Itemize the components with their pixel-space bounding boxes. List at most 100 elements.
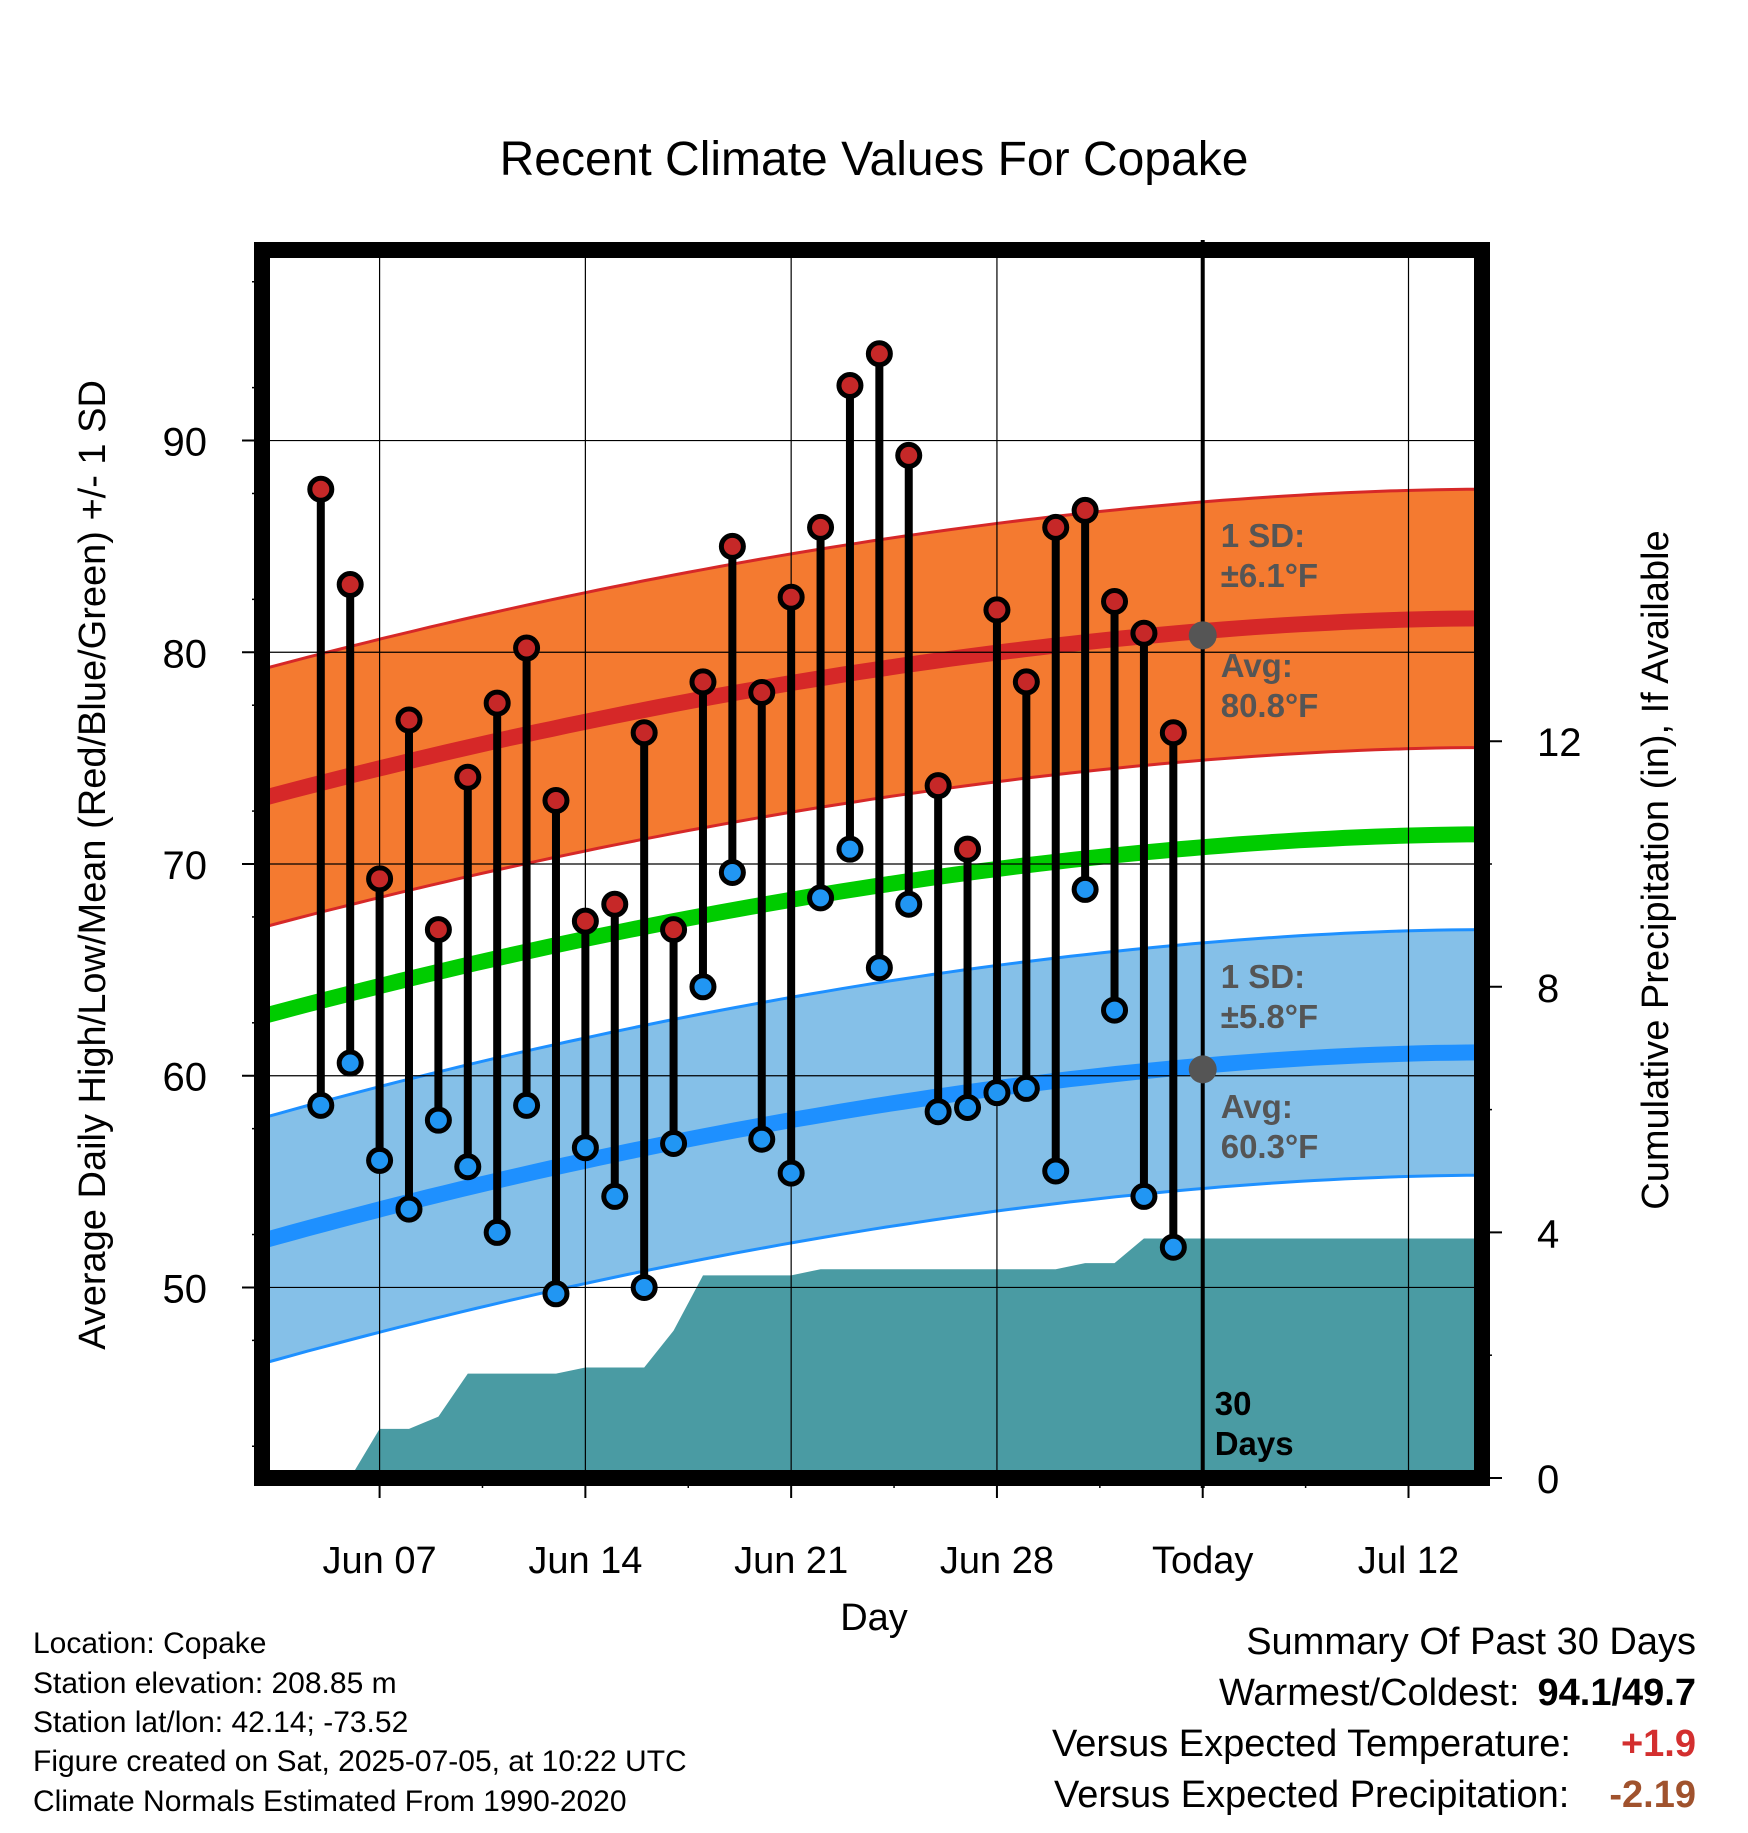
today-high-marker	[1188, 621, 1217, 650]
low-temp-point	[1012, 1074, 1040, 1102]
y2-tick-label: 12	[1537, 721, 1582, 765]
footer-created: Figure created on Sat, 2025-07-05, at 10…	[33, 1745, 687, 1778]
chart-title: Recent Climate Values For Copake	[500, 133, 1249, 186]
high-temp-point	[954, 835, 982, 863]
high-sd-label-line-0: 1 SD:	[1221, 517, 1305, 554]
low-temp-point	[542, 1280, 570, 1308]
high-temp-point	[1012, 668, 1040, 696]
today-low-marker	[1188, 1055, 1217, 1084]
high-temp-point	[777, 583, 805, 611]
low-temp-point	[689, 973, 717, 1001]
y-tick-label: 90	[163, 421, 208, 465]
x-tick-label: Jun 28	[940, 1540, 1054, 1582]
low-temp-point	[454, 1153, 482, 1181]
x-tick-label: Jun 21	[734, 1540, 848, 1582]
high-temp-point	[307, 475, 335, 503]
summary-temp: Versus Expected Temperature: +1.9	[1052, 1723, 1696, 1766]
y2-axis-label: Cumulative Precipitation (in), If Availa…	[1635, 530, 1677, 1209]
low-temp-point	[1071, 875, 1099, 903]
high-temp-point	[601, 890, 629, 918]
high-temp-point	[689, 668, 717, 696]
y-tick-label: 70	[163, 844, 208, 888]
low-avg-label-line-1: 60.3°F	[1221, 1128, 1319, 1165]
low-temp-point	[513, 1091, 541, 1119]
low-temp-point	[748, 1125, 776, 1153]
low-normal-line	[262, 1044, 1482, 1249]
low-temp-point	[601, 1182, 629, 1210]
low-temp-point	[983, 1079, 1011, 1107]
high-temp-point	[1101, 587, 1129, 615]
x-tick-label: Jun 07	[323, 1540, 437, 1582]
footer-location: Location: Copake	[33, 1627, 267, 1660]
period-label-line-1: Days	[1215, 1425, 1294, 1462]
low-temp-point	[366, 1146, 394, 1174]
summary-warm-cold: Warmest/Coldest: 94.1/49.7	[1219, 1672, 1696, 1715]
low-band-lower-edge	[262, 1173, 1482, 1366]
high-sd-band	[262, 489, 1482, 928]
high-avg-label-line-1: 80.8°F	[1221, 687, 1319, 724]
high-temp-point	[366, 865, 394, 893]
x-tick-label: Jun 14	[528, 1540, 642, 1582]
low-temp-point	[336, 1049, 364, 1077]
low-temp-point	[571, 1134, 599, 1162]
high-normal-line	[262, 610, 1482, 807]
low-temp-point	[307, 1091, 335, 1119]
high-temp-point	[542, 786, 570, 814]
plot-area	[262, 250, 1482, 1478]
high-temp-point	[924, 772, 952, 800]
high-temp-point	[718, 532, 746, 560]
y-tick-label: 60	[163, 1056, 208, 1100]
high-temp-point	[1159, 719, 1187, 747]
y2-tick-label: 8	[1537, 967, 1559, 1011]
x-tick-label: Jul 12	[1358, 1540, 1459, 1582]
low-temp-point	[865, 954, 893, 982]
high-temp-point	[454, 763, 482, 791]
summary-precip-value: -2.19	[1609, 1774, 1696, 1816]
low-temp-point	[954, 1093, 982, 1121]
low-temp-point	[660, 1129, 688, 1157]
low-temp-point	[630, 1273, 658, 1301]
high-temp-point	[424, 916, 452, 944]
high-temp-point	[1130, 619, 1158, 647]
footer-normals: Climate Normals Estimated From 1990-2020	[33, 1785, 627, 1818]
y2-tick-label: 0	[1537, 1458, 1559, 1502]
low-sd-label-line-0: 1 SD:	[1221, 958, 1305, 995]
footer-elevation: Station elevation: 208.85 m	[33, 1667, 397, 1700]
x-axis-label: Day	[840, 1597, 908, 1639]
low-temp-point	[395, 1195, 423, 1223]
high-temp-point	[336, 571, 364, 599]
high-temp-point	[1042, 513, 1070, 541]
low-temp-point	[895, 890, 923, 918]
footer-latlon: Station lat/lon: 42.14; -73.52	[33, 1706, 409, 1739]
y-tick-label: 50	[163, 1267, 208, 1311]
low-temp-point	[1042, 1157, 1070, 1185]
high-temp-point	[571, 907, 599, 935]
high-temp-point	[807, 513, 835, 541]
precip-area	[320, 1238, 1482, 1478]
summary-precip-label: Versus Expected Precipitation:	[1053, 1774, 1570, 1816]
low-temp-point	[807, 884, 835, 912]
low-temp-point	[1101, 996, 1129, 1024]
summary-title: Summary Of Past 30 Days	[1246, 1621, 1696, 1663]
high-temp-point	[983, 596, 1011, 624]
low-temp-point	[424, 1106, 452, 1134]
high-temp-point	[836, 372, 864, 400]
summary-warm-cold-label: Warmest/Coldest:	[1218, 1672, 1520, 1714]
high-avg-label-line-0: Avg:	[1221, 647, 1293, 684]
low-temp-point	[483, 1218, 511, 1246]
low-temp-point	[1130, 1182, 1158, 1210]
x-tick-label: Today	[1152, 1540, 1253, 1582]
high-band-upper-edge	[262, 487, 1482, 671]
high-temp-point	[865, 340, 893, 368]
high-temp-point	[660, 916, 688, 944]
y-axis-label: Average Daily High/Low/Mean (Red/Blue/Gr…	[72, 380, 114, 1350]
high-temp-point	[1071, 496, 1099, 524]
low-sd-label-line-1: ±5.8°F	[1221, 998, 1318, 1035]
summary-warm-cold-value: 94.1/49.7	[1537, 1672, 1696, 1714]
high-temp-point	[395, 706, 423, 734]
summary-precip: Versus Expected Precipitation: -2.19	[1054, 1774, 1696, 1817]
low-avg-label-line-0: Avg:	[1221, 1088, 1293, 1125]
